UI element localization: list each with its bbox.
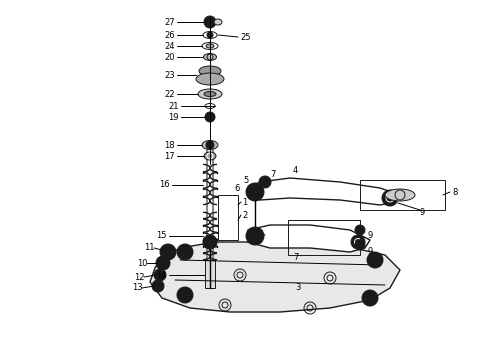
Text: 24: 24 bbox=[165, 41, 175, 50]
Ellipse shape bbox=[199, 66, 221, 76]
Polygon shape bbox=[248, 178, 400, 205]
Circle shape bbox=[203, 235, 217, 249]
Text: 9: 9 bbox=[368, 230, 373, 239]
Circle shape bbox=[246, 183, 264, 201]
Circle shape bbox=[246, 227, 264, 245]
Text: 20: 20 bbox=[165, 53, 175, 62]
Ellipse shape bbox=[206, 44, 214, 48]
Ellipse shape bbox=[198, 89, 222, 99]
Bar bbox=[218, 195, 238, 240]
Text: 19: 19 bbox=[169, 112, 179, 122]
Text: 15: 15 bbox=[156, 231, 167, 240]
Circle shape bbox=[382, 190, 398, 206]
Circle shape bbox=[205, 112, 215, 122]
Circle shape bbox=[367, 252, 383, 268]
Circle shape bbox=[207, 32, 213, 38]
Circle shape bbox=[177, 287, 193, 303]
Text: 16: 16 bbox=[159, 180, 170, 189]
Circle shape bbox=[156, 256, 170, 270]
Bar bbox=[288, 220, 360, 255]
Ellipse shape bbox=[202, 140, 218, 149]
Polygon shape bbox=[150, 242, 400, 312]
Text: 22: 22 bbox=[165, 90, 175, 99]
Ellipse shape bbox=[385, 189, 415, 201]
Circle shape bbox=[362, 290, 378, 306]
Text: 17: 17 bbox=[164, 152, 175, 161]
Ellipse shape bbox=[204, 91, 216, 96]
Ellipse shape bbox=[204, 152, 216, 160]
Text: 7: 7 bbox=[270, 170, 275, 179]
Circle shape bbox=[177, 244, 193, 260]
Circle shape bbox=[355, 225, 365, 235]
Circle shape bbox=[154, 269, 166, 281]
Text: 5: 5 bbox=[244, 176, 249, 185]
Circle shape bbox=[259, 176, 271, 188]
Text: 11: 11 bbox=[145, 243, 155, 252]
Circle shape bbox=[160, 244, 176, 260]
Circle shape bbox=[355, 240, 365, 250]
Text: 6: 6 bbox=[235, 184, 240, 193]
Ellipse shape bbox=[196, 73, 224, 85]
Text: 23: 23 bbox=[164, 71, 175, 80]
Text: 9: 9 bbox=[420, 207, 425, 216]
Text: 10: 10 bbox=[138, 258, 148, 267]
Text: 12: 12 bbox=[134, 273, 145, 282]
Text: 26: 26 bbox=[164, 31, 175, 40]
Text: 27: 27 bbox=[164, 18, 175, 27]
Text: 9: 9 bbox=[368, 248, 373, 256]
Bar bbox=[205, 260, 215, 288]
Ellipse shape bbox=[203, 54, 217, 60]
Text: 13: 13 bbox=[132, 284, 143, 292]
Text: 1: 1 bbox=[242, 198, 247, 207]
Text: 4: 4 bbox=[293, 166, 297, 175]
Circle shape bbox=[204, 16, 216, 28]
Ellipse shape bbox=[214, 19, 222, 25]
Circle shape bbox=[351, 235, 365, 249]
Text: 21: 21 bbox=[169, 102, 179, 111]
Circle shape bbox=[207, 19, 213, 25]
Text: 3: 3 bbox=[295, 284, 301, 292]
Text: 14: 14 bbox=[156, 270, 167, 279]
Text: 25: 25 bbox=[240, 32, 250, 41]
Text: 2: 2 bbox=[242, 211, 247, 220]
Circle shape bbox=[206, 141, 214, 149]
Circle shape bbox=[152, 280, 164, 292]
Text: 18: 18 bbox=[164, 140, 175, 149]
Bar bbox=[360, 180, 445, 210]
Text: 7: 7 bbox=[294, 253, 299, 262]
Text: 8: 8 bbox=[452, 188, 457, 197]
Polygon shape bbox=[248, 225, 370, 252]
